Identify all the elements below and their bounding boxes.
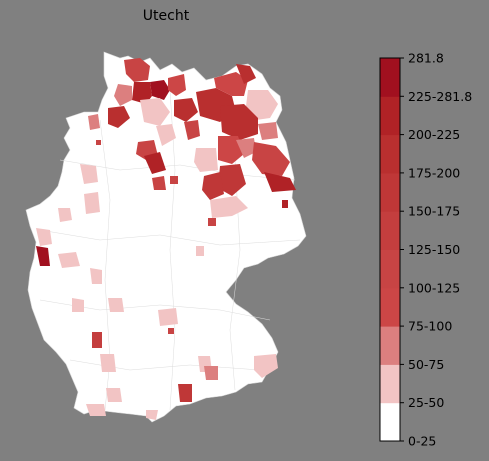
district-region: [140, 98, 170, 126]
district-region: [196, 246, 204, 256]
district-region: [178, 384, 192, 402]
district-region: [36, 228, 52, 246]
district-region: [108, 298, 124, 312]
district-region: [152, 176, 166, 190]
district-region: [252, 142, 290, 176]
district-region: [88, 114, 100, 130]
colorbar-bin: [380, 287, 400, 327]
colorbar-tick-label: 125-150: [408, 242, 460, 257]
district-region: [150, 80, 170, 100]
district-region: [156, 124, 176, 146]
district-region: [258, 122, 278, 140]
colorbar-tick-label: 100-125: [408, 280, 460, 295]
district-region: [218, 164, 246, 196]
colorbar-tick-label: 75-100: [408, 319, 452, 334]
colorbar-tick-label: 0-25: [408, 434, 436, 449]
district-region: [96, 140, 101, 145]
district-region: [90, 268, 102, 284]
district-region: [114, 84, 132, 106]
colorbar-bin: [380, 134, 400, 174]
district-region: [264, 172, 296, 192]
district-region: [100, 354, 116, 372]
colorbar-bin: [380, 249, 400, 289]
district-region: [202, 172, 224, 200]
district-region: [168, 328, 174, 334]
district-region: [210, 196, 248, 218]
district-region: [36, 246, 50, 266]
colorbar-tick-label: 25-50: [408, 395, 444, 410]
district-region: [158, 308, 178, 326]
district-region: [170, 176, 178, 184]
district-region: [236, 138, 256, 158]
colorbar-bin: [380, 211, 400, 250]
district-region: [132, 82, 152, 104]
district-region: [208, 218, 216, 226]
district-region: [92, 332, 102, 348]
district-region: [80, 164, 98, 184]
district-region: [184, 120, 200, 140]
district-region: [194, 148, 218, 172]
colorbar-bin: [380, 96, 400, 136]
district-region: [282, 200, 288, 208]
colorbar-bin: [380, 58, 400, 97]
district-region: [58, 252, 80, 268]
colorbar-tick-label: 281.8: [408, 51, 444, 66]
district-region: [84, 192, 100, 214]
highlighted-districts: [36, 58, 296, 420]
colorbar-bin: [380, 172, 400, 212]
district-region: [236, 64, 256, 84]
colorbar-tick-label: 200-225: [408, 127, 460, 142]
district-region: [144, 152, 166, 174]
colorbar-tick-label: 150-175: [408, 204, 460, 219]
district-region: [86, 404, 106, 416]
district-region: [106, 388, 122, 402]
district-region: [72, 298, 84, 312]
district-region: [58, 208, 72, 222]
district-region: [168, 74, 186, 96]
district-borders: [39, 79, 301, 411]
colorbar-bin: [380, 364, 400, 404]
district-region: [220, 104, 258, 140]
district-region: [174, 98, 198, 122]
colorbar-tick-label: 50-75: [408, 357, 444, 372]
district-region: [204, 366, 218, 380]
district-region: [124, 58, 150, 82]
district-region: [146, 410, 158, 420]
colorbar-tick-label: 175-200: [408, 165, 460, 180]
district-region: [246, 90, 278, 120]
district-region: [108, 106, 130, 128]
district-region: [214, 72, 248, 96]
colorbar-tick-label: 225-281.8: [408, 89, 472, 104]
district-region: [254, 354, 278, 378]
map-title: Utecht: [142, 8, 190, 24]
colorbar-bin: [380, 402, 400, 442]
colorbar-bin: [380, 326, 400, 365]
